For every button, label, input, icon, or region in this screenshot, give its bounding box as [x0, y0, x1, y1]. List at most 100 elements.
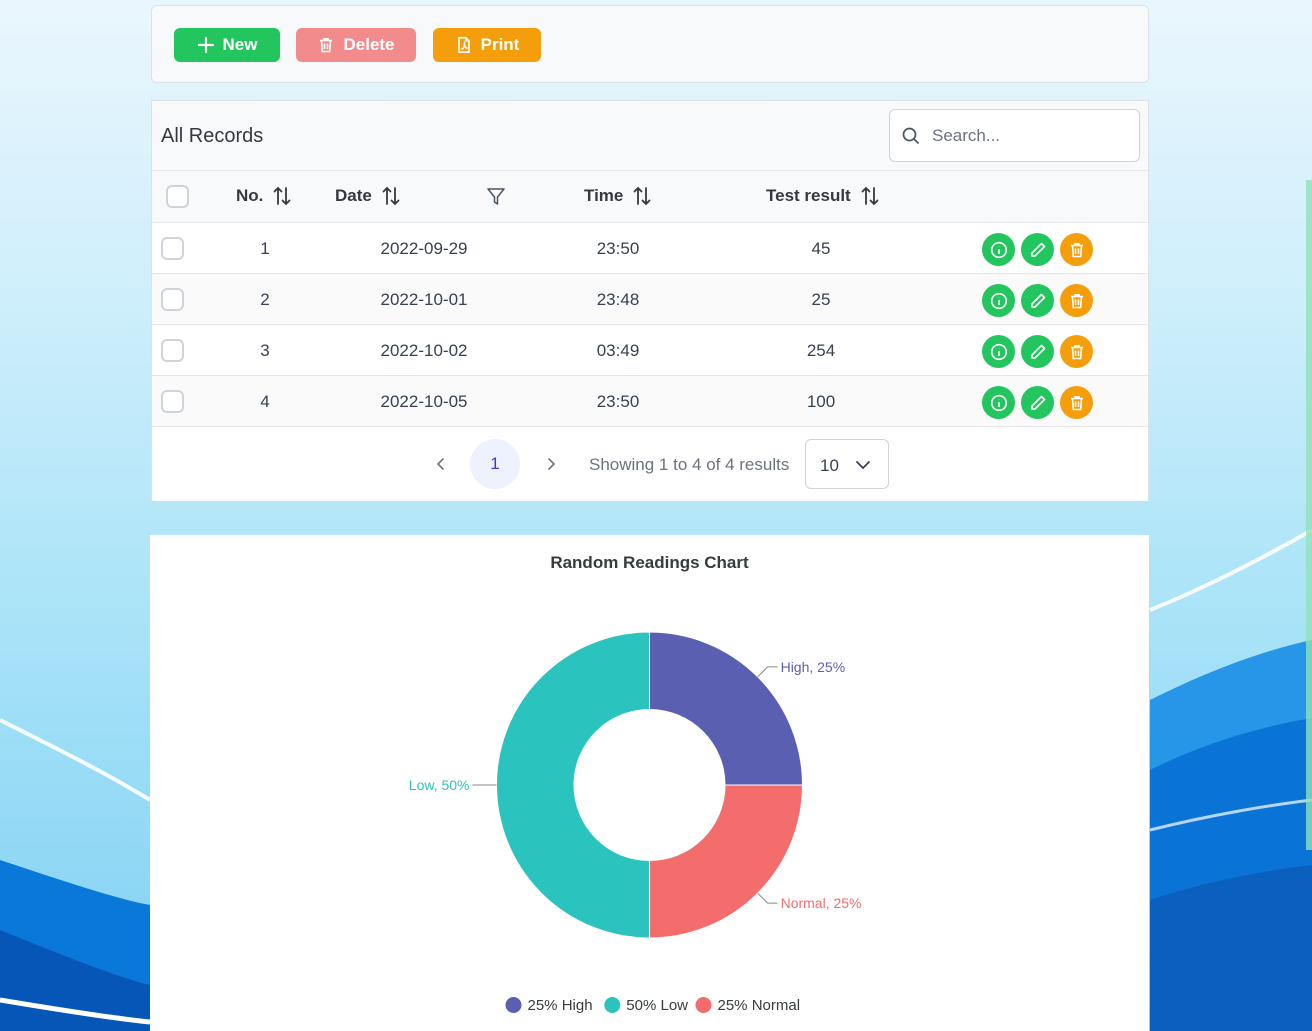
- column-test-result-label: Test result: [766, 186, 851, 205]
- cell-test-result: 254: [806, 341, 836, 360]
- edit-button[interactable]: [1021, 284, 1054, 317]
- delete-row-button[interactable]: [1060, 233, 1093, 266]
- cell-date: 2022-10-01: [380, 290, 468, 309]
- info-button[interactable]: [982, 386, 1015, 419]
- records-table: All Records No. Date Time Test result 1 …: [151, 100, 1149, 501]
- search-box: [889, 109, 1140, 162]
- plus-icon: [197, 36, 214, 54]
- page-button[interactable]: 1: [470, 439, 520, 489]
- row-checkbox[interactable]: [161, 237, 184, 260]
- cell-test-result: 25: [811, 290, 831, 309]
- sort-icon: [861, 186, 879, 206]
- cell-time: 03:49: [596, 341, 640, 360]
- cell-test-result: 45: [811, 239, 831, 258]
- print-button[interactable]: Print: [433, 28, 541, 62]
- rows-per-page-value: 10: [820, 456, 839, 475]
- info-icon: [990, 292, 1007, 309]
- row-checkbox[interactable]: [161, 288, 184, 311]
- info-icon: [990, 343, 1007, 360]
- legend-item[interactable]: 25% High: [528, 997, 593, 1014]
- row-checkbox[interactable]: [161, 390, 184, 413]
- cell-no: 1: [260, 239, 270, 258]
- trash-icon: [1070, 395, 1083, 410]
- chevron-left-icon[interactable]: [434, 456, 448, 472]
- pencil-icon: [1030, 242, 1045, 257]
- trash-icon: [320, 38, 333, 53]
- edit-button[interactable]: [1021, 233, 1054, 266]
- column-header-row: No. Date Time Test result: [152, 171, 1148, 223]
- row-checkbox[interactable]: [161, 339, 184, 362]
- pagination-info: Showing 1 to 4 of 4 results: [589, 455, 790, 474]
- table-title: All Records: [161, 125, 264, 147]
- table-row: 3 2022-10-02 03:49 254: [152, 325, 1148, 376]
- new-button[interactable]: New: [174, 28, 280, 62]
- pencil-icon: [1030, 344, 1045, 359]
- pencil-icon: [1030, 293, 1045, 308]
- new-button-label: New: [222, 35, 258, 54]
- pdf-file-icon: [457, 37, 470, 53]
- info-button[interactable]: [982, 284, 1015, 317]
- cell-time: 23:50: [596, 239, 640, 258]
- cell-no: 4: [260, 392, 270, 411]
- delete-row-button[interactable]: [1060, 386, 1093, 419]
- column-no[interactable]: No.: [236, 186, 291, 206]
- sort-icon: [273, 186, 291, 206]
- readings-chart-card: Random Readings Chart High, 25% Normal, 2…: [150, 535, 1149, 1031]
- delete-button-label: Delete: [343, 35, 395, 54]
- readings-chart: Random Readings Chart High, 25% Normal, 2…: [409, 553, 862, 1014]
- legend-item[interactable]: 50% Low: [626, 997, 688, 1014]
- trash-icon: [1070, 293, 1083, 308]
- chart-slice-low[interactable]: [496, 631, 650, 939]
- paginator: 1 Showing 1 to 4 of 4 results 10: [152, 428, 1148, 501]
- info-icon: [990, 394, 1007, 411]
- column-time[interactable]: Time: [584, 186, 651, 206]
- slice-label-high: High, 25%: [781, 659, 846, 675]
- chart-slice-labels: High, 25% Normal, 25% Low, 50%: [409, 659, 862, 911]
- column-date[interactable]: Date: [335, 186, 400, 206]
- legend-marker: [695, 997, 712, 1013]
- cell-date: 2022-10-02: [380, 341, 468, 360]
- rows-per-page-dropdown[interactable]: 10: [805, 439, 889, 489]
- legend-marker: [604, 997, 621, 1013]
- table-header: All Records: [152, 101, 1148, 171]
- sort-icon: [633, 186, 651, 206]
- column-no-label: No.: [236, 186, 264, 205]
- info-button[interactable]: [982, 233, 1015, 266]
- column-test-result[interactable]: Test result: [766, 186, 879, 206]
- legend-item[interactable]: 25% Normal: [718, 997, 801, 1014]
- edit-button[interactable]: [1021, 335, 1054, 368]
- chart-title: Random Readings Chart: [550, 553, 749, 572]
- delete-row-button[interactable]: [1060, 335, 1093, 368]
- chart-legend[interactable]: 25% High 50% Low 25% Normal: [505, 997, 801, 1014]
- cell-date: 2022-09-29: [380, 239, 468, 258]
- pencil-icon: [1030, 395, 1045, 410]
- toolbar: New Delete Print: [151, 5, 1149, 83]
- search-input[interactable]: [930, 120, 1130, 152]
- select-all-checkbox[interactable]: [166, 185, 189, 208]
- delete-button[interactable]: Delete: [296, 28, 416, 62]
- edit-button[interactable]: [1021, 386, 1054, 419]
- legend-marker: [505, 997, 522, 1013]
- column-date-label: Date: [335, 186, 372, 205]
- donut-hole: [573, 709, 726, 861]
- sort-icon: [382, 186, 400, 206]
- info-button[interactable]: [982, 335, 1015, 368]
- cell-time: 23:50: [596, 392, 640, 411]
- chevron-down-icon: [856, 461, 870, 470]
- column-time-label: Time: [584, 186, 624, 205]
- filter-icon[interactable]: [486, 187, 506, 207]
- cell-no: 3: [260, 341, 270, 360]
- search-icon: [902, 127, 920, 145]
- chevron-right-icon[interactable]: [544, 456, 558, 472]
- info-icon: [990, 241, 1007, 258]
- delete-row-button[interactable]: [1060, 284, 1093, 317]
- trash-icon: [1070, 344, 1083, 359]
- table-row: 1 2022-09-29 23:50 45: [152, 223, 1148, 274]
- cell-no: 2: [260, 290, 270, 309]
- cell-date: 2022-10-05: [380, 392, 468, 411]
- table-row: 4 2022-10-05 23:50 100: [152, 376, 1148, 427]
- table-row: 2 2022-10-01 23:48 25: [152, 274, 1148, 325]
- leader-line: [757, 892, 778, 904]
- print-button-label: Print: [480, 35, 520, 54]
- trash-icon: [1070, 242, 1083, 257]
